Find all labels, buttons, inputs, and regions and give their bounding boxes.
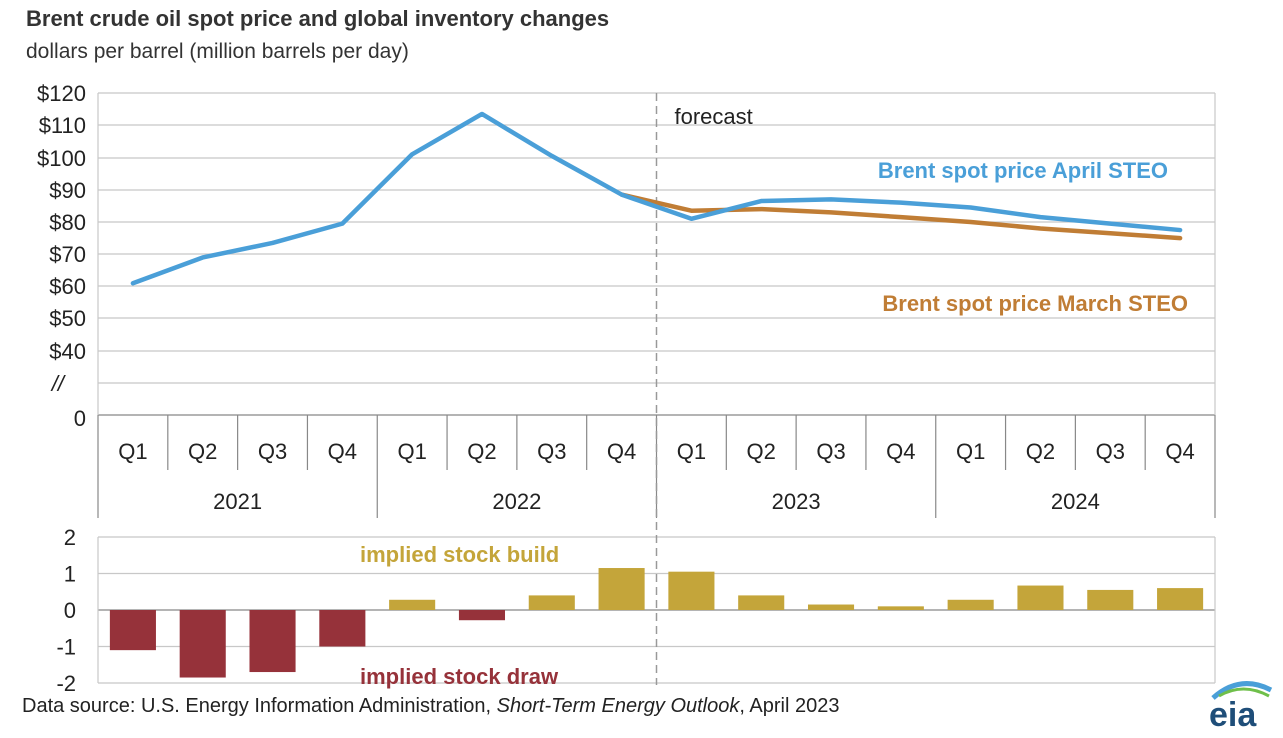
quarter-label: Q1 [956, 439, 985, 464]
quarter-label: Q4 [328, 439, 357, 464]
axis-break-mark: // [50, 371, 66, 396]
balance-tick-label: 2 [64, 525, 76, 550]
price-tick-label: $50 [49, 306, 86, 331]
price-tick-label: $110 [39, 113, 86, 138]
year-label: 2023 [772, 489, 821, 514]
stock-build-bar [738, 595, 785, 610]
march-steo-line [619, 192, 1183, 241]
eia-logo: eia [1209, 681, 1273, 732]
price-tick-label: $120 [37, 81, 86, 106]
stock-build-bar [947, 599, 994, 610]
logo-arc-green [1218, 687, 1270, 698]
data-source-note: Data source: U.S. Energy Information Adm… [22, 695, 839, 718]
quarter-label: Q4 [607, 439, 636, 464]
stock-build-bar [1087, 589, 1134, 610]
stock-draw-bar [249, 610, 296, 673]
balance-tick-label: -1 [56, 635, 76, 660]
quarter-label: Q2 [188, 439, 217, 464]
price-tick-label: $70 [49, 242, 86, 267]
year-label: 2022 [492, 489, 541, 514]
stock-build-label: implied stock build [360, 542, 559, 567]
chart-subtitle: dollars per barrel (million barrels per … [26, 40, 409, 63]
quarter-label: Q1 [397, 439, 426, 464]
price-tick-label: $90 [49, 178, 86, 203]
balance-tick-label: 1 [64, 562, 76, 587]
stock-build-bar [1157, 588, 1204, 610]
source-report: Short-Term Energy Outlook [496, 695, 740, 717]
price-tick-label: $100 [37, 146, 86, 171]
balance-tick-label: -2 [56, 671, 76, 696]
stock-draw-bar [109, 610, 156, 651]
price-tick-label: $80 [49, 210, 86, 235]
stock-draw-label: implied stock draw [360, 664, 559, 689]
stock-draw-bar [458, 610, 506, 621]
stock-build-bar [1017, 585, 1064, 610]
year-label: 2024 [1051, 489, 1100, 514]
balance-tick-label: 0 [64, 598, 76, 623]
year-label: 2021 [213, 489, 262, 514]
quarter-label: Q1 [677, 439, 706, 464]
quarter-label: Q3 [1096, 439, 1125, 464]
quarter-label: Q3 [537, 439, 566, 464]
stock-build-bar [598, 568, 645, 610]
stock-build-bar [807, 604, 855, 610]
stock-draw-bar [319, 610, 366, 647]
stock-build-bar [668, 571, 715, 610]
quarter-label: Q3 [816, 439, 845, 464]
quarter-label: Q4 [886, 439, 915, 464]
quarter-label: Q2 [1026, 439, 1055, 464]
april-series-label: Brent spot price April STEO [878, 158, 1168, 183]
source-prefix: Data source: U.S. Energy Information Adm… [22, 695, 497, 717]
april-steo-line [130, 111, 1183, 286]
stock-draw-bar [179, 610, 226, 678]
logo-text: eia [1209, 696, 1257, 732]
quarter-label: Q1 [118, 439, 147, 464]
stock-build-bar [389, 599, 436, 610]
quarter-label: Q2 [747, 439, 776, 464]
stock-build-bar [877, 606, 924, 610]
chart-title: Brent crude oil spot price and global in… [26, 6, 610, 31]
price-tick-label: $60 [49, 274, 86, 299]
stock-build-bar [528, 595, 575, 610]
source-suffix: , April 2023 [739, 695, 840, 717]
march-series-label: Brent spot price March STEO [882, 291, 1188, 316]
quarter-label: Q4 [1165, 439, 1194, 464]
logo-arc-blue [1211, 681, 1273, 700]
quarter-label: Q2 [467, 439, 496, 464]
price-tick-label: $40 [49, 339, 86, 364]
forecast-label: forecast [675, 104, 753, 129]
price-tick-label: 0 [74, 406, 86, 431]
quarter-label: Q3 [258, 439, 287, 464]
